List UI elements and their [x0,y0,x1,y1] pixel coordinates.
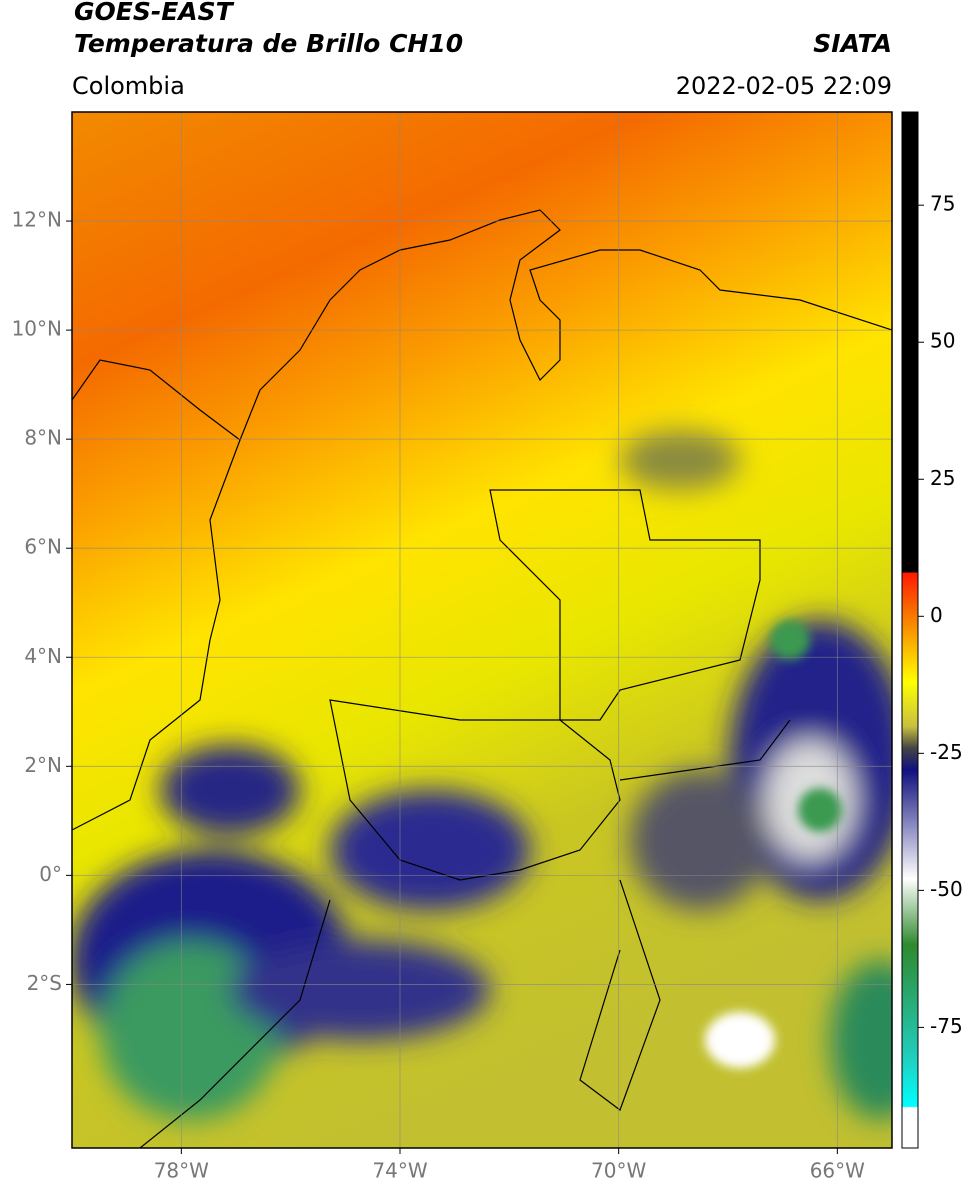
map-frame [71,111,893,1149]
y-tick-label: 10°N [12,317,62,341]
y-tick-label: 2°N [24,753,62,777]
y-tick-label: 8°N [24,426,62,450]
colorbar [901,111,919,1149]
colorbar-tick-label: -50 [930,877,963,901]
colorbar-tick-label: 50 [930,329,955,353]
x-tick-label: 74°W [372,1159,427,1183]
satellite-image [72,112,892,1148]
y-tick-label: 0° [39,862,62,886]
title: GOES-EAST [74,0,235,26]
source: SIATA [813,29,892,58]
x-tick-label: 66°W [810,1159,865,1183]
region: Colombia [72,72,185,100]
colorbar-tick-label: 75 [930,192,955,216]
colorbar-tick-label: 25 [930,466,955,490]
y-tick-label: 2°S [27,971,62,995]
subtitle: Temperatura de Brillo CH10 [74,29,463,58]
colorbar-tick-label: 0 [930,603,943,627]
colorbar-tick-label: -25 [930,740,963,764]
colorbar-tick-label: -75 [930,1014,963,1038]
timestamp: 2022-02-05 22:09 [676,72,892,100]
y-tick-label: 4°N [24,644,62,668]
graticule [72,112,892,1148]
y-tick-label: 6°N [24,535,62,559]
x-tick-label: 70°W [591,1159,646,1183]
y-tick-label: 12°N [12,208,62,232]
x-tick-label: 78°W [154,1159,209,1183]
